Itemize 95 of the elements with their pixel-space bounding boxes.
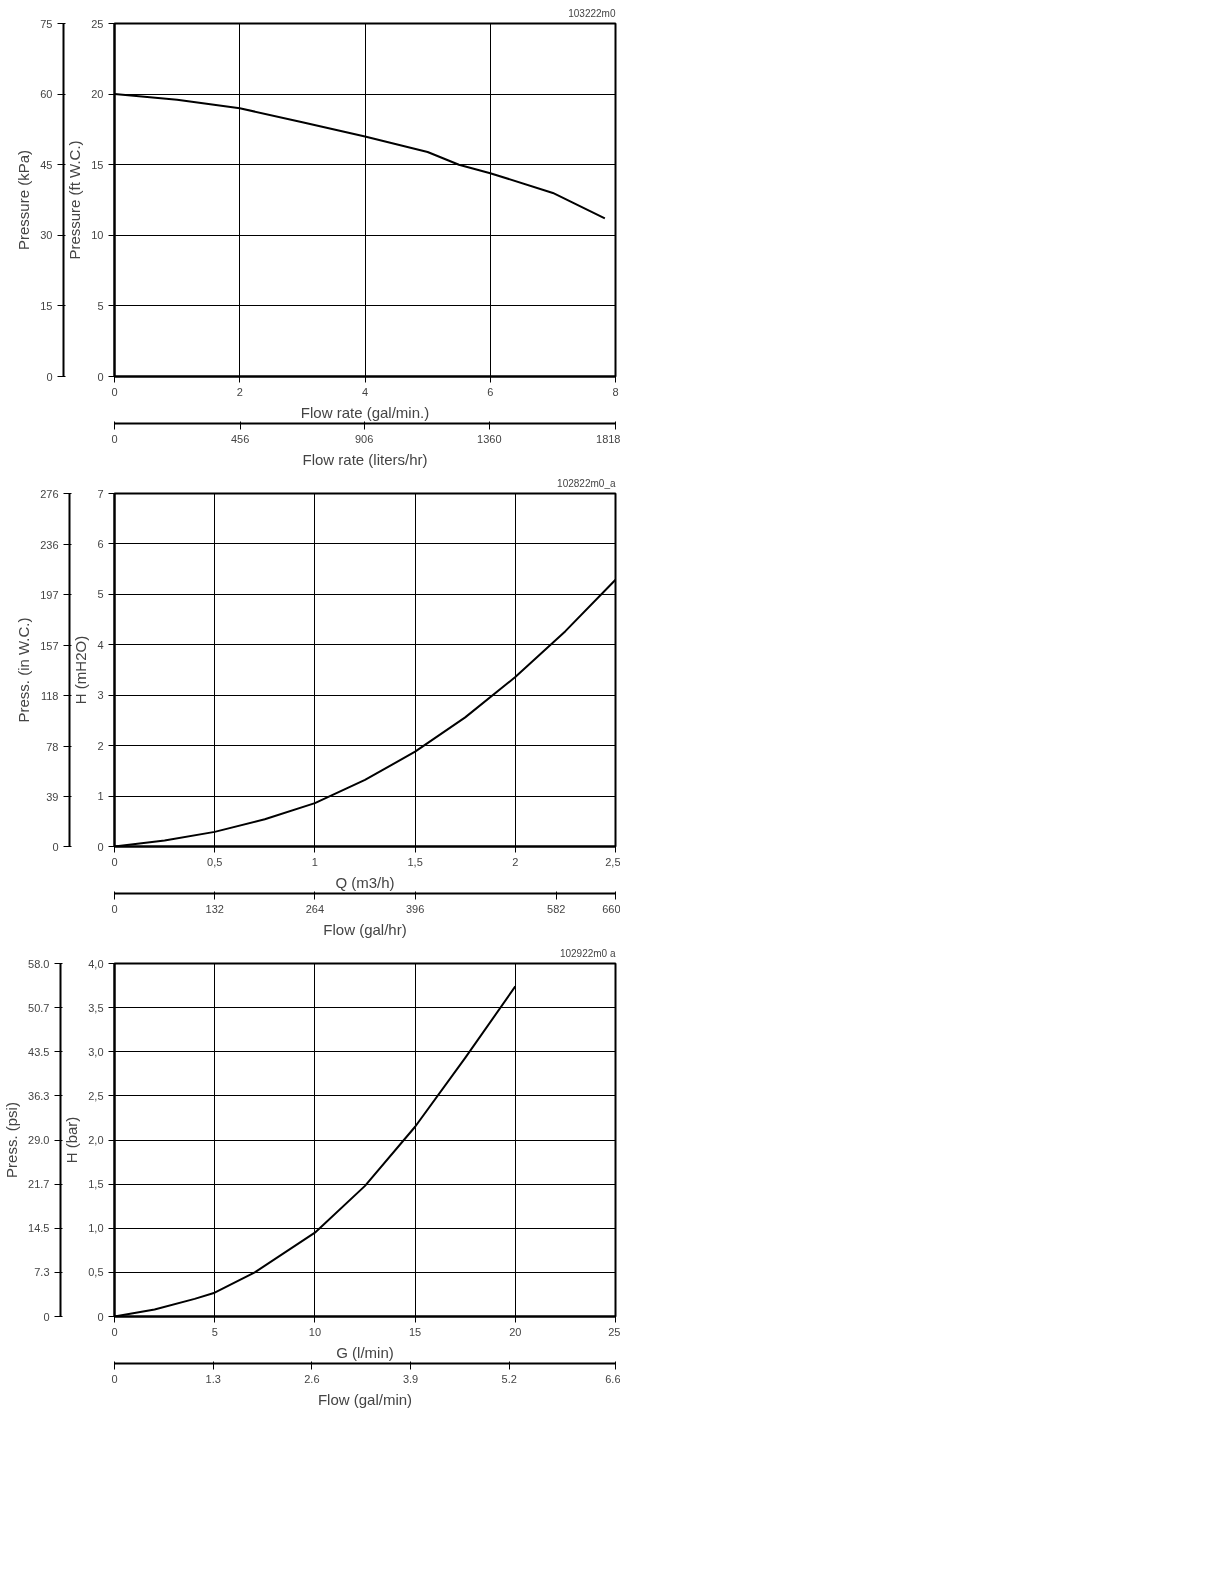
x2-tick-label: 1360 — [477, 432, 502, 445]
x-tick-label: 8 — [612, 385, 619, 398]
x2-tick-label: 0 — [111, 1372, 118, 1385]
x-tick-label: 6 — [487, 385, 494, 398]
y-tick-label: 25 — [91, 17, 104, 30]
x2-tick-label: 132 — [205, 902, 224, 915]
y2-tick-label: 75 — [40, 17, 53, 30]
y-tick-label: 0 — [97, 840, 104, 853]
y-tick-label: 5 — [97, 588, 104, 601]
y2-tick-label: 39 — [46, 790, 59, 803]
x-tick-label: 10 — [308, 1325, 322, 1338]
x2-tick-label: 3.9 — [402, 1372, 419, 1385]
x2-axis-title: Flow (gal/hr) — [323, 920, 407, 938]
y2-tick-label: 157 — [40, 639, 59, 652]
y-tick-label: 3,0 — [88, 1045, 104, 1058]
y-tick-label: 0 — [97, 370, 104, 383]
x-tick-label: 0 — [111, 385, 118, 398]
y-tick-label: 3 — [97, 689, 104, 702]
y2-tick-label: 0 — [46, 370, 53, 383]
y-tick-label: 1,5 — [88, 1178, 104, 1191]
y-tick-label: 0 — [97, 1310, 104, 1323]
x-axis-title: G (l/min) — [336, 1343, 394, 1361]
y-tick-label: 1 — [97, 790, 104, 803]
y2-tick-label: 14.5 — [28, 1222, 50, 1235]
x2-tick-label: 0 — [111, 432, 118, 445]
y2-tick-label: 29.0 — [28, 1134, 50, 1146]
x-tick-label: 20 — [509, 1325, 522, 1338]
y2-tick-label: 118 — [40, 689, 59, 702]
y-tick-label: 2 — [97, 739, 104, 752]
y-tick-label: 2,0 — [88, 1134, 104, 1146]
x-tick-label: 2 — [236, 385, 243, 398]
x-tick-label: 1 — [311, 855, 318, 868]
y2-tick-label: 50.7 — [28, 1001, 50, 1014]
x-axis-title: Flow rate (gal/min.) — [300, 403, 430, 421]
x-tick-label: 4 — [361, 385, 369, 398]
y-tick-label: 3,5 — [88, 1001, 104, 1014]
x-tick-label: 25 — [608, 1325, 621, 1338]
x-tick-label: 0 — [111, 855, 118, 868]
x-axis-title: Q (m3/h) — [335, 873, 395, 891]
y2-axis-title: Pressure (kPa) — [15, 149, 33, 251]
y-tick-label: 20 — [91, 88, 104, 101]
y2-tick-label: 15 — [40, 299, 53, 312]
y2-tick-label: 45 — [40, 158, 53, 171]
y2-tick-label: 0 — [43, 1310, 50, 1323]
y2-tick-label: 78 — [46, 740, 59, 753]
y-tick-label: 0,5 — [88, 1266, 104, 1279]
x2-tick-label: 5.2 — [501, 1372, 517, 1385]
x-tick-label: 1,5 — [407, 855, 423, 868]
x2-axis-title: Flow rate (liters/hr) — [302, 450, 428, 468]
x2-tick-label: 1.3 — [205, 1372, 221, 1385]
y2-tick-label: 0 — [52, 840, 59, 853]
y-tick-label: 2,5 — [88, 1089, 104, 1102]
x2-tick-label: 396 — [405, 902, 425, 915]
y2-tick-label: 36.3 — [28, 1089, 50, 1102]
x-tick-label: 2 — [512, 855, 519, 868]
y-tick-label: 4,0 — [88, 957, 104, 970]
y2-tick-label: 58.0 — [28, 957, 50, 970]
y2-axis-title: Press. (in W.C.) — [15, 617, 33, 723]
y-tick-label: 5 — [97, 299, 104, 312]
x2-tick-label: 582 — [547, 902, 566, 915]
x-tick-label: 5 — [211, 1325, 218, 1338]
x2-tick-label: 264 — [305, 902, 325, 915]
y-axis-title: Pressure (ft W.C.) — [66, 140, 84, 260]
y2-tick-label: 276 — [40, 487, 59, 500]
y2-tick-label: 60 — [40, 88, 53, 101]
y2-tick-label: 30 — [40, 229, 53, 242]
x-tick-label: 0,5 — [207, 855, 223, 868]
x2-tick-label: 456 — [230, 432, 250, 445]
y2-tick-label: 21.7 — [28, 1178, 50, 1191]
x2-tick-label: 906 — [355, 432, 374, 445]
y2-tick-label: 43.5 — [28, 1045, 50, 1058]
x2-tick-label: 1818 — [596, 432, 621, 445]
y2-axis-title: Press. (psi) — [3, 1102, 21, 1178]
y-tick-label: 6 — [97, 537, 104, 550]
y-tick-label: 1,0 — [88, 1222, 104, 1235]
x2-axis-title: Flow (gal/min) — [317, 1390, 413, 1408]
text: 102822m0_a — [557, 477, 616, 489]
y-tick-label: 10 — [91, 229, 104, 242]
x-tick-label: 0 — [111, 1325, 118, 1338]
y2-tick-label: 236 — [40, 538, 59, 551]
text: 102922m0 a — [559, 947, 616, 959]
x2-tick-label: 2.6 — [304, 1372, 320, 1385]
x-tick-label: 2,5 — [605, 855, 621, 868]
x2-tick-label: 6.6 — [605, 1372, 621, 1385]
x2-tick-label: 0 — [111, 902, 118, 915]
y-axis-title: H (mH2O) — [72, 635, 90, 705]
y-tick-label: 7 — [97, 487, 104, 500]
y-axis-title: H (bar) — [63, 1116, 81, 1164]
y2-tick-label: 197 — [40, 588, 59, 601]
y2-tick-label: 7.3 — [34, 1266, 50, 1279]
y-tick-label: 15 — [91, 158, 104, 171]
x2-tick-label: 660 — [602, 902, 621, 915]
text: 103222m0 — [568, 7, 616, 19]
x-tick-label: 15 — [408, 1325, 422, 1338]
y-tick-label: 4 — [97, 638, 104, 651]
